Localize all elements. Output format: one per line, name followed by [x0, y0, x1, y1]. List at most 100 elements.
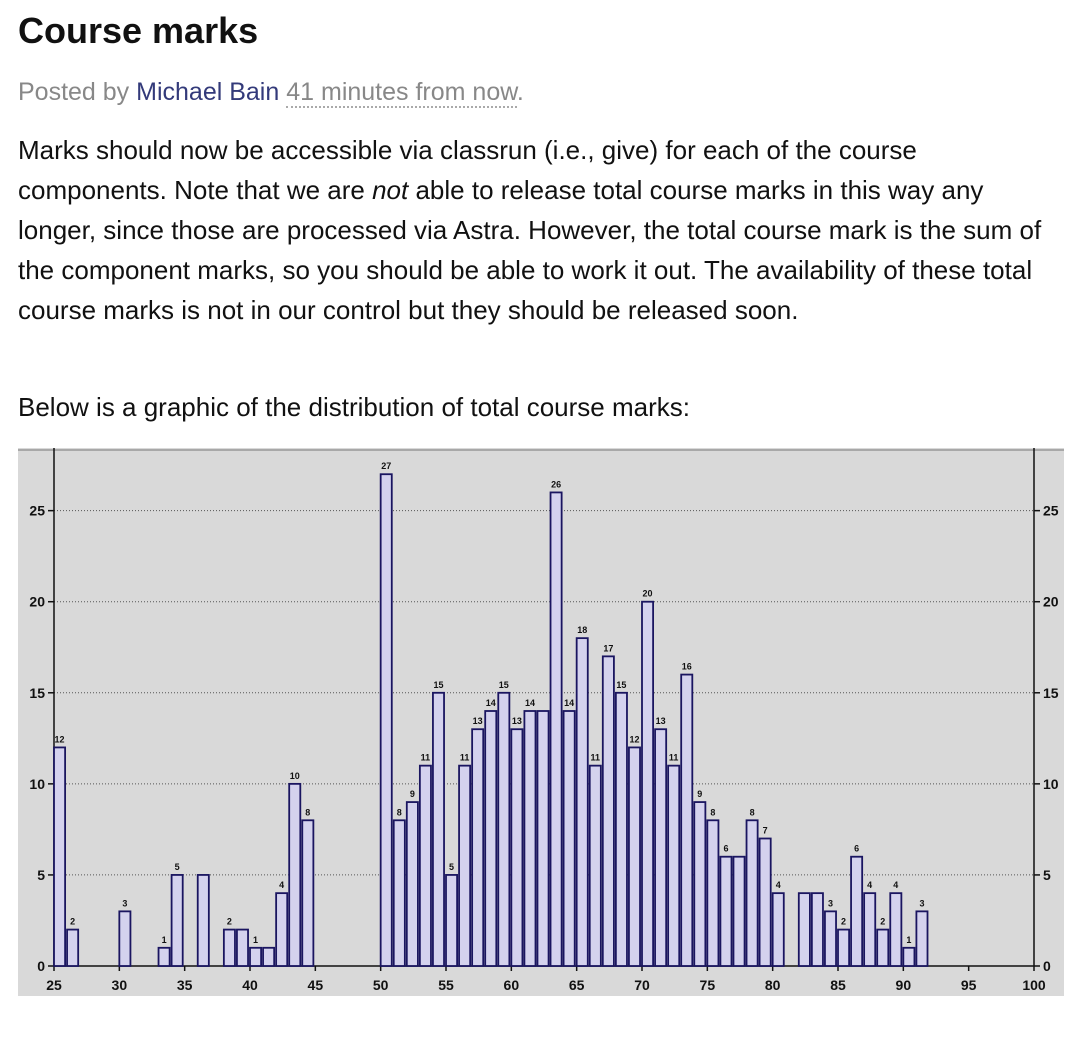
bar: [588, 764, 602, 967]
post-paragraph: Marks should now be accessible via class…: [18, 130, 1068, 330]
bar: [405, 801, 419, 967]
bar-data-label: 1: [906, 935, 911, 945]
bar: [667, 764, 681, 967]
bar: [771, 892, 785, 967]
bar: [863, 892, 877, 967]
bar: [915, 910, 929, 967]
bar: [236, 928, 249, 967]
bar: [562, 710, 576, 967]
bar: [523, 710, 537, 967]
bar: [262, 946, 276, 967]
bar: [196, 874, 210, 967]
bar: [706, 819, 720, 967]
bar: [445, 874, 459, 967]
x-tick-label: 100: [1022, 977, 1046, 993]
bar: [510, 728, 524, 967]
y-tick-label-left: 0: [37, 958, 45, 974]
posted-by-label: Posted by: [18, 78, 137, 106]
x-tick-label: 40: [242, 977, 258, 993]
bar-data-label: 4: [893, 880, 898, 890]
bar: [484, 710, 498, 967]
bar-data-label: 1: [253, 935, 258, 945]
paragraph-part-b: able to release total course marks in th…: [18, 175, 1042, 325]
bar-data-label: 17: [603, 643, 613, 653]
bar: [719, 855, 733, 967]
bar-data-label: 11: [460, 753, 470, 763]
bar-data-label: 16: [682, 662, 692, 672]
bar-data-label: 4: [776, 880, 781, 890]
bar-data-label: 4: [279, 880, 284, 890]
bar: [889, 892, 903, 967]
bar-data-label: 3: [122, 898, 127, 908]
bar-data-label: 2: [227, 917, 232, 927]
bar-data-label: 8: [397, 807, 402, 817]
bar-data-label: 9: [410, 789, 415, 799]
bar: [66, 928, 80, 967]
page-title: Course marks: [18, 10, 259, 51]
meta-period: .: [516, 78, 524, 106]
bar-data-label: 14: [486, 698, 496, 708]
x-tick-label: 65: [569, 977, 585, 993]
y-tick-label-right: 5: [1043, 867, 1051, 883]
y-tick-label-left: 10: [29, 776, 45, 792]
y-tick-label-right: 15: [1043, 685, 1059, 701]
bar: [275, 892, 289, 967]
bar: [549, 491, 563, 967]
bar-data-label: 12: [55, 734, 65, 744]
bar-data-label: 20: [643, 589, 653, 599]
bar: [810, 892, 824, 967]
bar: [249, 946, 263, 967]
bar-data-label: 26: [551, 479, 561, 489]
mark-distribution-chart: 0 0 5 5 10 10 15 15 20 20 25 25 25 30 35 40 45 50 55 60 65 70…: [18, 448, 1064, 996]
bar-data-label: 6: [723, 844, 728, 854]
x-tick-label: 80: [765, 977, 781, 993]
bar: [824, 910, 837, 967]
bar-data-label: 2: [841, 917, 846, 927]
bar: [392, 819, 406, 967]
bar-data-label: 15: [433, 680, 443, 690]
bar: [471, 728, 485, 967]
bar: [876, 928, 890, 967]
bar-data-label: 5: [449, 862, 454, 872]
bar-data-label: 8: [710, 807, 715, 817]
bar: [157, 946, 171, 967]
x-tick-label: 70: [634, 977, 650, 993]
bar-data-label: 13: [656, 716, 666, 726]
paragraph-part-a: Marks should now be accessible via class…: [18, 135, 917, 205]
author-link[interactable]: Michael Bain: [136, 78, 280, 106]
bar: [628, 746, 641, 967]
bar-data-label: 7: [763, 826, 768, 836]
chart-intro: Below is a graphic of the distribution o…: [18, 392, 690, 422]
bar-data-label: 14: [525, 698, 535, 708]
bar: [614, 691, 628, 967]
bar-data-label: 14: [564, 698, 574, 708]
bar: [654, 728, 668, 967]
x-tick-label: 45: [308, 977, 324, 993]
y-tick-label-left: 25: [29, 503, 45, 519]
bar-data-label: 8: [750, 807, 755, 817]
bar: [837, 928, 851, 967]
y-tick-label-right: 20: [1043, 594, 1059, 610]
bar-data-label: 3: [828, 898, 833, 908]
bar: [732, 855, 746, 967]
bar-data-label: 9: [697, 789, 702, 799]
bar: [601, 655, 615, 967]
post-time[interactable]: 41 minutes from now: [286, 78, 517, 108]
x-tick-label: 25: [46, 977, 62, 993]
bar-data-label: 13: [473, 716, 483, 726]
bar-data-label: 13: [512, 716, 522, 726]
bar: [680, 673, 694, 967]
bar: [288, 782, 302, 967]
bar: [379, 473, 393, 967]
bar-data-label: 18: [577, 625, 587, 635]
x-tick-label: 30: [112, 977, 128, 993]
bar-data-label: 1: [162, 935, 167, 945]
y-tick-label-left: 20: [29, 594, 45, 610]
x-tick-label: 95: [961, 977, 977, 993]
bar: [797, 892, 811, 967]
bar: [170, 874, 184, 967]
x-tick-label: 55: [438, 977, 454, 993]
bar: [222, 928, 236, 967]
bar-data-label: 15: [616, 680, 626, 690]
